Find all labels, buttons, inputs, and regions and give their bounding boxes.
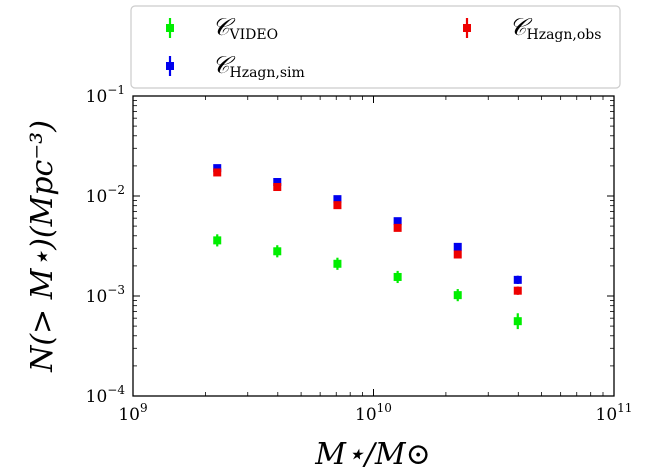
axis-ticks	[132, 95, 615, 397]
y-axis-label: N(> M⋆)(Mpc⁻³)	[25, 120, 60, 373]
legend: 𝒞VIDEO 𝒞Hzagn,obs 𝒞Hzagn,sim	[130, 5, 621, 89]
data-point	[273, 247, 282, 256]
series-video	[213, 234, 522, 330]
legend-entry: 𝒞Hzagn,obs	[463, 13, 601, 43]
data-point	[513, 275, 522, 284]
series-hzagn-sim	[213, 164, 522, 285]
series-hzagn-obs	[213, 168, 522, 295]
plot-frame	[132, 95, 615, 397]
legend-label: 𝒞Hzagn,obs	[509, 13, 601, 43]
y-tick-label: 10−4	[86, 383, 126, 407]
data-point	[393, 272, 402, 281]
legend-entry: 𝒞VIDEO	[166, 13, 278, 43]
data-point	[453, 250, 462, 259]
data-point	[213, 168, 222, 177]
x-tick-label: 109	[118, 401, 147, 425]
data-point	[453, 242, 462, 251]
data-point	[213, 236, 222, 245]
y-tick-label: 10−2	[86, 183, 125, 207]
data-point	[273, 178, 282, 187]
data-point	[513, 286, 522, 295]
legend-marker	[463, 24, 471, 32]
data-point	[213, 164, 222, 173]
data-point	[393, 223, 402, 232]
y-tick-label: 10−3	[86, 283, 125, 307]
legend-label: 𝒞VIDEO	[212, 13, 278, 43]
legend-entry: 𝒞Hzagn,sim	[166, 51, 305, 81]
data-point	[273, 183, 282, 192]
data-point	[393, 217, 402, 226]
data-point	[453, 291, 462, 300]
data-point	[333, 259, 342, 268]
data-point	[333, 201, 342, 210]
x-axis-label: M⋆/M⊙	[314, 437, 430, 472]
axis-tick-labels: 109 1010 1011 10−4 10−3 10−2 10−1	[86, 83, 633, 425]
x-tick-label: 1010	[355, 401, 392, 425]
legend-marker	[166, 24, 174, 32]
data-point	[333, 195, 342, 204]
x-tick-label: 1011	[596, 401, 633, 425]
legend-frame	[130, 5, 621, 89]
data-points	[213, 164, 522, 330]
data-point	[513, 317, 522, 326]
y-tick-label: 10−1	[86, 83, 125, 107]
legend-marker	[166, 62, 174, 70]
